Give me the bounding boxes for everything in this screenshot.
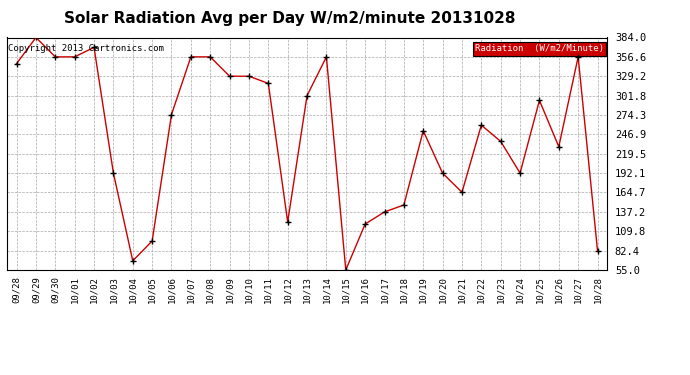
Text: Solar Radiation Avg per Day W/m2/minute 20131028: Solar Radiation Avg per Day W/m2/minute … xyxy=(64,11,515,26)
Text: Radiation  (W/m2/Minute): Radiation (W/m2/Minute) xyxy=(475,45,604,54)
Text: Copyright 2013 Cartronics.com: Copyright 2013 Cartronics.com xyxy=(8,45,164,54)
